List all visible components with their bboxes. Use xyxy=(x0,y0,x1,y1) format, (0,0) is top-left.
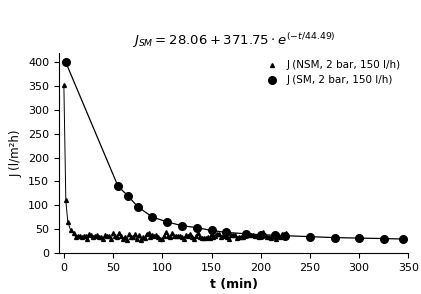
J (NSM, 2 bar, 150 l/h) xyxy=(71,232,76,235)
J (NSM, 2 bar, 150 l/h) xyxy=(136,233,141,237)
Line: J (NSM, 2 bar, 150 l/h): J (NSM, 2 bar, 150 l/h) xyxy=(62,83,288,242)
J (SM, 2 bar, 150 l/h) xyxy=(401,237,406,241)
J (SM, 2 bar, 150 l/h) xyxy=(179,224,184,228)
J (SM, 2 bar, 150 l/h) xyxy=(357,236,362,240)
J (SM, 2 bar, 150 l/h) xyxy=(165,220,170,224)
J (SM, 2 bar, 150 l/h) xyxy=(258,233,263,236)
J (SM, 2 bar, 150 l/h) xyxy=(125,194,131,198)
J (SM, 2 bar, 150 l/h) xyxy=(115,184,120,188)
J (SM, 2 bar, 150 l/h) xyxy=(194,226,199,229)
J (SM, 2 bar, 150 l/h) xyxy=(273,233,278,237)
X-axis label: t (min): t (min) xyxy=(210,278,258,291)
Y-axis label: J (l/m²h): J (l/m²h) xyxy=(10,129,23,177)
J (NSM, 2 bar, 150 l/h) xyxy=(248,233,253,237)
J (SM, 2 bar, 150 l/h) xyxy=(135,205,140,208)
J (SM, 2 bar, 150 l/h) xyxy=(283,234,288,238)
J (NSM, 2 bar, 150 l/h) xyxy=(124,238,129,242)
J (SM, 2 bar, 150 l/h) xyxy=(243,232,248,235)
J (SM, 2 bar, 150 l/h) xyxy=(224,230,229,234)
Line: J (SM, 2 bar, 150 l/h): J (SM, 2 bar, 150 l/h) xyxy=(62,59,407,243)
J (SM, 2 bar, 150 l/h) xyxy=(209,229,214,232)
J (NSM, 2 bar, 150 l/h) xyxy=(284,232,289,235)
J (NSM, 2 bar, 150 l/h) xyxy=(68,229,73,232)
J (NSM, 2 bar, 150 l/h) xyxy=(270,234,275,237)
J (SM, 2 bar, 150 l/h) xyxy=(307,235,312,238)
J (SM, 2 bar, 150 l/h) xyxy=(332,236,337,239)
Title: $J_{SM} = 28.06 + 371.75\cdot e^{(-t/44.49)}$: $J_{SM} = 28.06 + 371.75\cdot e^{(-t/44.… xyxy=(132,31,336,50)
J (NSM, 2 bar, 150 l/h) xyxy=(61,83,67,86)
J (SM, 2 bar, 150 l/h) xyxy=(63,61,68,64)
J (SM, 2 bar, 150 l/h) xyxy=(381,237,386,240)
J (SM, 2 bar, 150 l/h) xyxy=(150,216,155,219)
J (NSM, 2 bar, 150 l/h) xyxy=(231,233,236,236)
Legend: J (NSM, 2 bar, 150 l/h), J (SM, 2 bar, 150 l/h): J (NSM, 2 bar, 150 l/h), J (SM, 2 bar, 1… xyxy=(260,58,403,88)
